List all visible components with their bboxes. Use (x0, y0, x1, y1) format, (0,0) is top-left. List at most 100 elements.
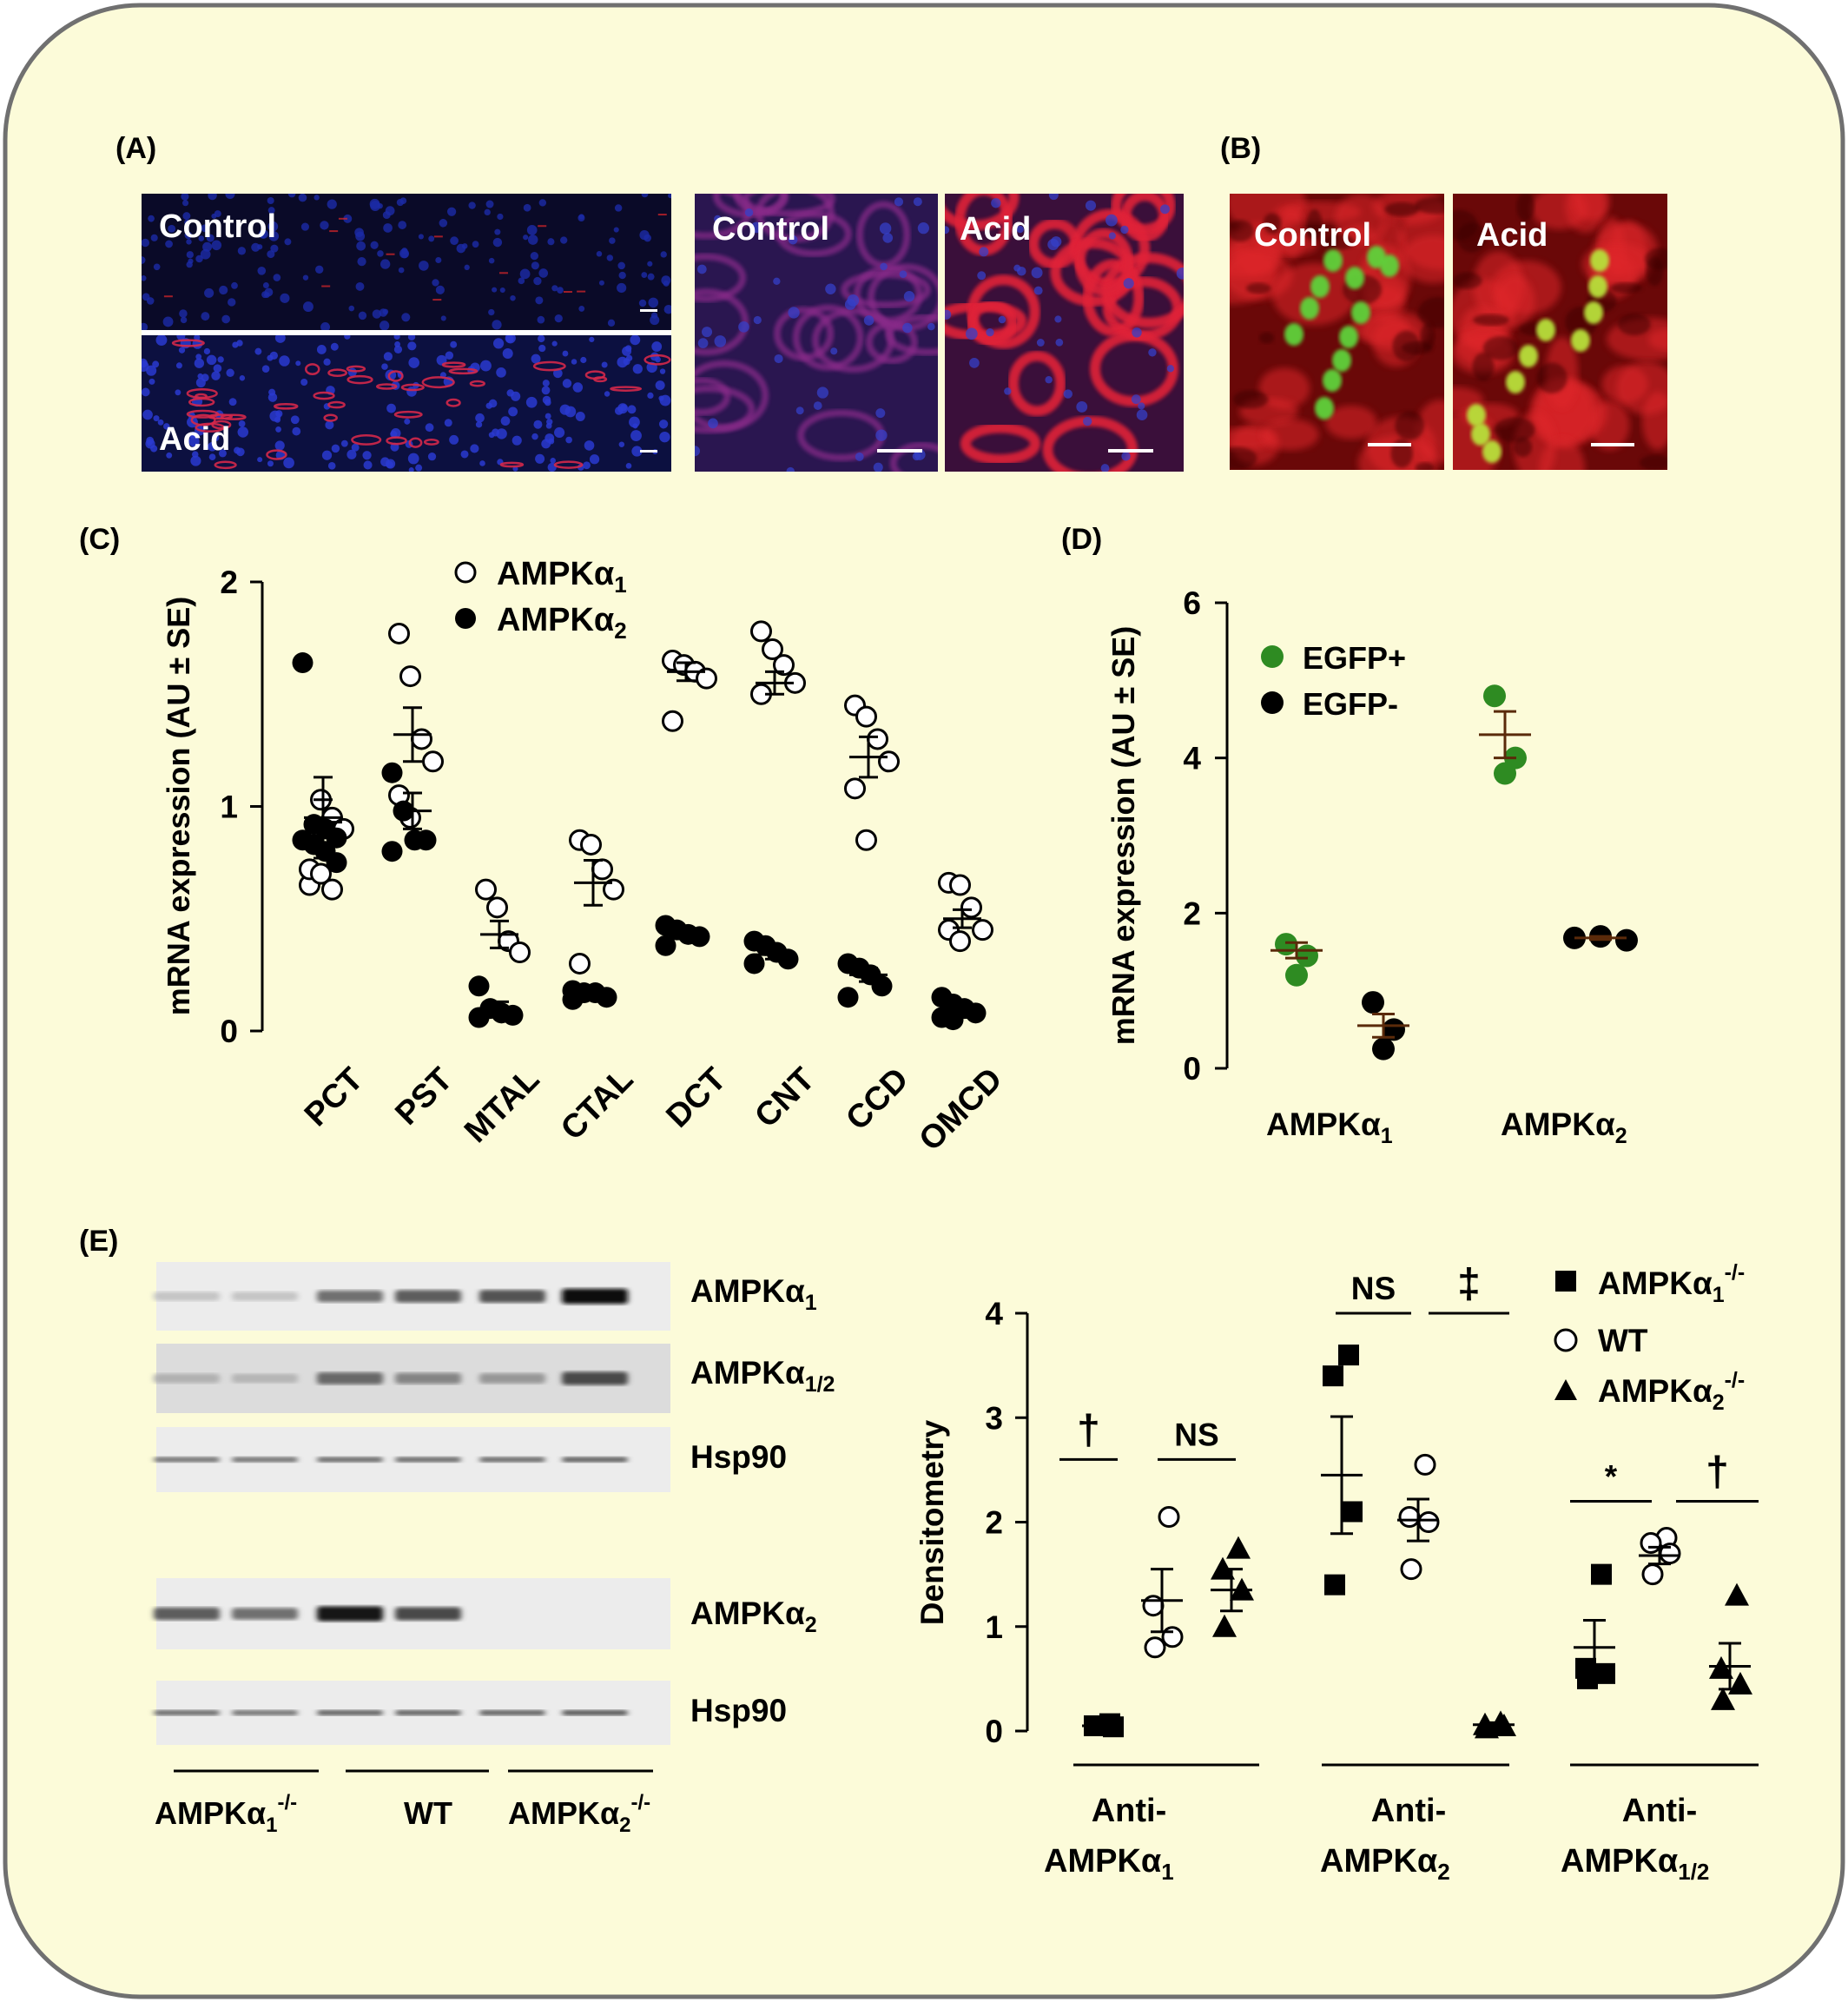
nucleus (146, 297, 155, 305)
nucleus (356, 241, 366, 251)
blot-band (479, 1373, 545, 1384)
nucleus (903, 291, 915, 302)
nucleus (257, 457, 263, 463)
nucleus (630, 334, 641, 346)
legend-label: AMPKα2-/- (1598, 1368, 1745, 1415)
blot-band (154, 1292, 220, 1301)
nucleus (382, 211, 391, 220)
nucleus (544, 413, 551, 420)
nucleus (407, 453, 419, 465)
nucleus (547, 238, 555, 246)
tissue-lumen (1245, 282, 1271, 294)
tissue-lumen (1610, 282, 1642, 294)
data-point-open (844, 777, 866, 800)
legend: EGFP+ EGFP- (1261, 640, 1406, 722)
tissue-lumen (1472, 352, 1495, 381)
nucleus (379, 320, 390, 331)
panel-label-a: (A) (116, 132, 156, 165)
data-point-open (1417, 1511, 1440, 1533)
nucleus (609, 237, 616, 244)
nucleus (381, 363, 388, 370)
nucleus (538, 268, 549, 278)
nucleus (1051, 236, 1062, 248)
nucleus (268, 231, 280, 241)
nucleus (226, 368, 234, 377)
nucleus (632, 423, 638, 429)
band-label: AMPKα1/2 (690, 1355, 835, 1397)
nucleus (617, 261, 625, 270)
nucleus (407, 341, 417, 351)
nucleus (315, 265, 324, 274)
nucleus (545, 422, 552, 429)
data-point-filled (415, 829, 437, 851)
nucleus (181, 194, 189, 201)
group-label: AMPKα2-/- (508, 1791, 650, 1837)
data-point-open (1414, 1453, 1436, 1476)
nucleus (598, 280, 604, 286)
membrane-stain (538, 225, 547, 228)
nucleus (153, 263, 161, 271)
nucleus (195, 353, 202, 360)
nucleus (499, 287, 505, 294)
band-label: AMPKα2 (690, 1596, 817, 1637)
membrane-stain (393, 410, 423, 419)
data-point-open (422, 750, 444, 773)
nucleus (257, 244, 263, 250)
data-point-filled (502, 1004, 524, 1026)
group-label-line1: Anti- (1622, 1793, 1698, 1829)
nucleus (418, 234, 424, 240)
blot-band (317, 1457, 383, 1463)
nucleus (150, 445, 158, 453)
membrane-stain (386, 253, 395, 255)
tissue-lumen (1395, 411, 1425, 440)
tubule (945, 194, 1020, 231)
nucleus (531, 433, 538, 440)
tissue-lumen (1453, 209, 1478, 241)
nucleus (450, 236, 459, 246)
nucleus (237, 426, 249, 438)
nucleus (362, 451, 372, 460)
membrane-stain (441, 361, 466, 368)
nucleus (1054, 315, 1062, 323)
data-point (1275, 933, 1297, 956)
tissue-stain (1589, 400, 1630, 451)
nucleus (142, 387, 150, 397)
data-point-filled (326, 852, 347, 874)
nucleus (270, 244, 279, 253)
blot-band (479, 1457, 545, 1463)
group-label-line2: AMPKα1/2 (1561, 1843, 1709, 1885)
blot-band (395, 1607, 461, 1621)
membrane-stain (423, 439, 439, 446)
nucleus (1063, 389, 1073, 399)
blot-band (154, 1710, 220, 1715)
blot-band (395, 1290, 461, 1303)
nucleus (274, 333, 286, 343)
data-point-filled (468, 1007, 490, 1028)
membrane-stain (327, 400, 346, 409)
membrane-stain (171, 339, 205, 347)
nucleus (377, 250, 384, 257)
tissue-lumen (1232, 390, 1269, 409)
nucleus (208, 453, 216, 461)
group-label-line1: Anti- (1371, 1793, 1447, 1829)
nucleus (468, 202, 476, 209)
nucleus (480, 360, 492, 372)
blot-band (562, 1457, 628, 1463)
legend-label: EGFP- (1303, 686, 1398, 722)
nucleus (697, 264, 707, 274)
nucleus (197, 373, 203, 380)
nucleus (283, 457, 294, 469)
data-point-open (1144, 1636, 1166, 1659)
nucleus (650, 312, 658, 319)
nucleus (589, 336, 595, 342)
membrane-stain (195, 422, 226, 433)
tissue-lumen (1384, 202, 1420, 216)
nucleus (269, 351, 279, 360)
nucleus (460, 450, 469, 459)
legend-label: AMPKα2 (497, 602, 627, 644)
egfp-cell (1332, 349, 1351, 372)
nucleus (325, 420, 334, 430)
nucleus (788, 307, 800, 319)
egfp-cell (1584, 301, 1603, 324)
tubule (1007, 350, 1066, 417)
